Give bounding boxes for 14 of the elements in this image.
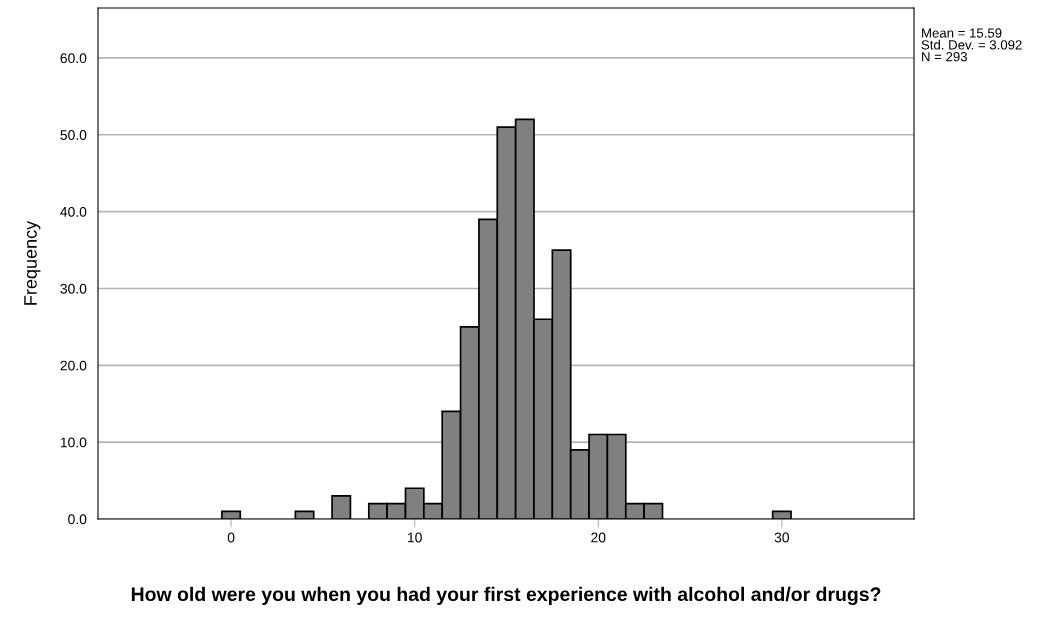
y-tick-label: 10.0 <box>60 437 87 448</box>
y-tick-label: 0.0 <box>68 514 87 525</box>
x-tick-label: 30 <box>774 532 790 543</box>
text: Mean = 15.59 Std. Dev. = 3.092 N = 293 <box>921 28 1022 62</box>
y-axis-title: Frequency <box>24 220 41 305</box>
x-tick-label: 20 <box>591 532 606 543</box>
y-tick-label: 30.0 <box>60 283 87 294</box>
y-tick-label: 20.0 <box>60 360 87 371</box>
y-tick-label: 40.0 <box>60 206 87 217</box>
x-tick-label: 10 <box>408 532 422 543</box>
y-tick-label: 60.0 <box>60 53 87 64</box>
y-tick-label: 50.0 <box>60 130 87 140</box>
x-tick-label: 0 <box>227 532 235 543</box>
x-axis-title: How old were you when you had your first experience with alcohol and/or drugs? <box>131 586 881 606</box>
